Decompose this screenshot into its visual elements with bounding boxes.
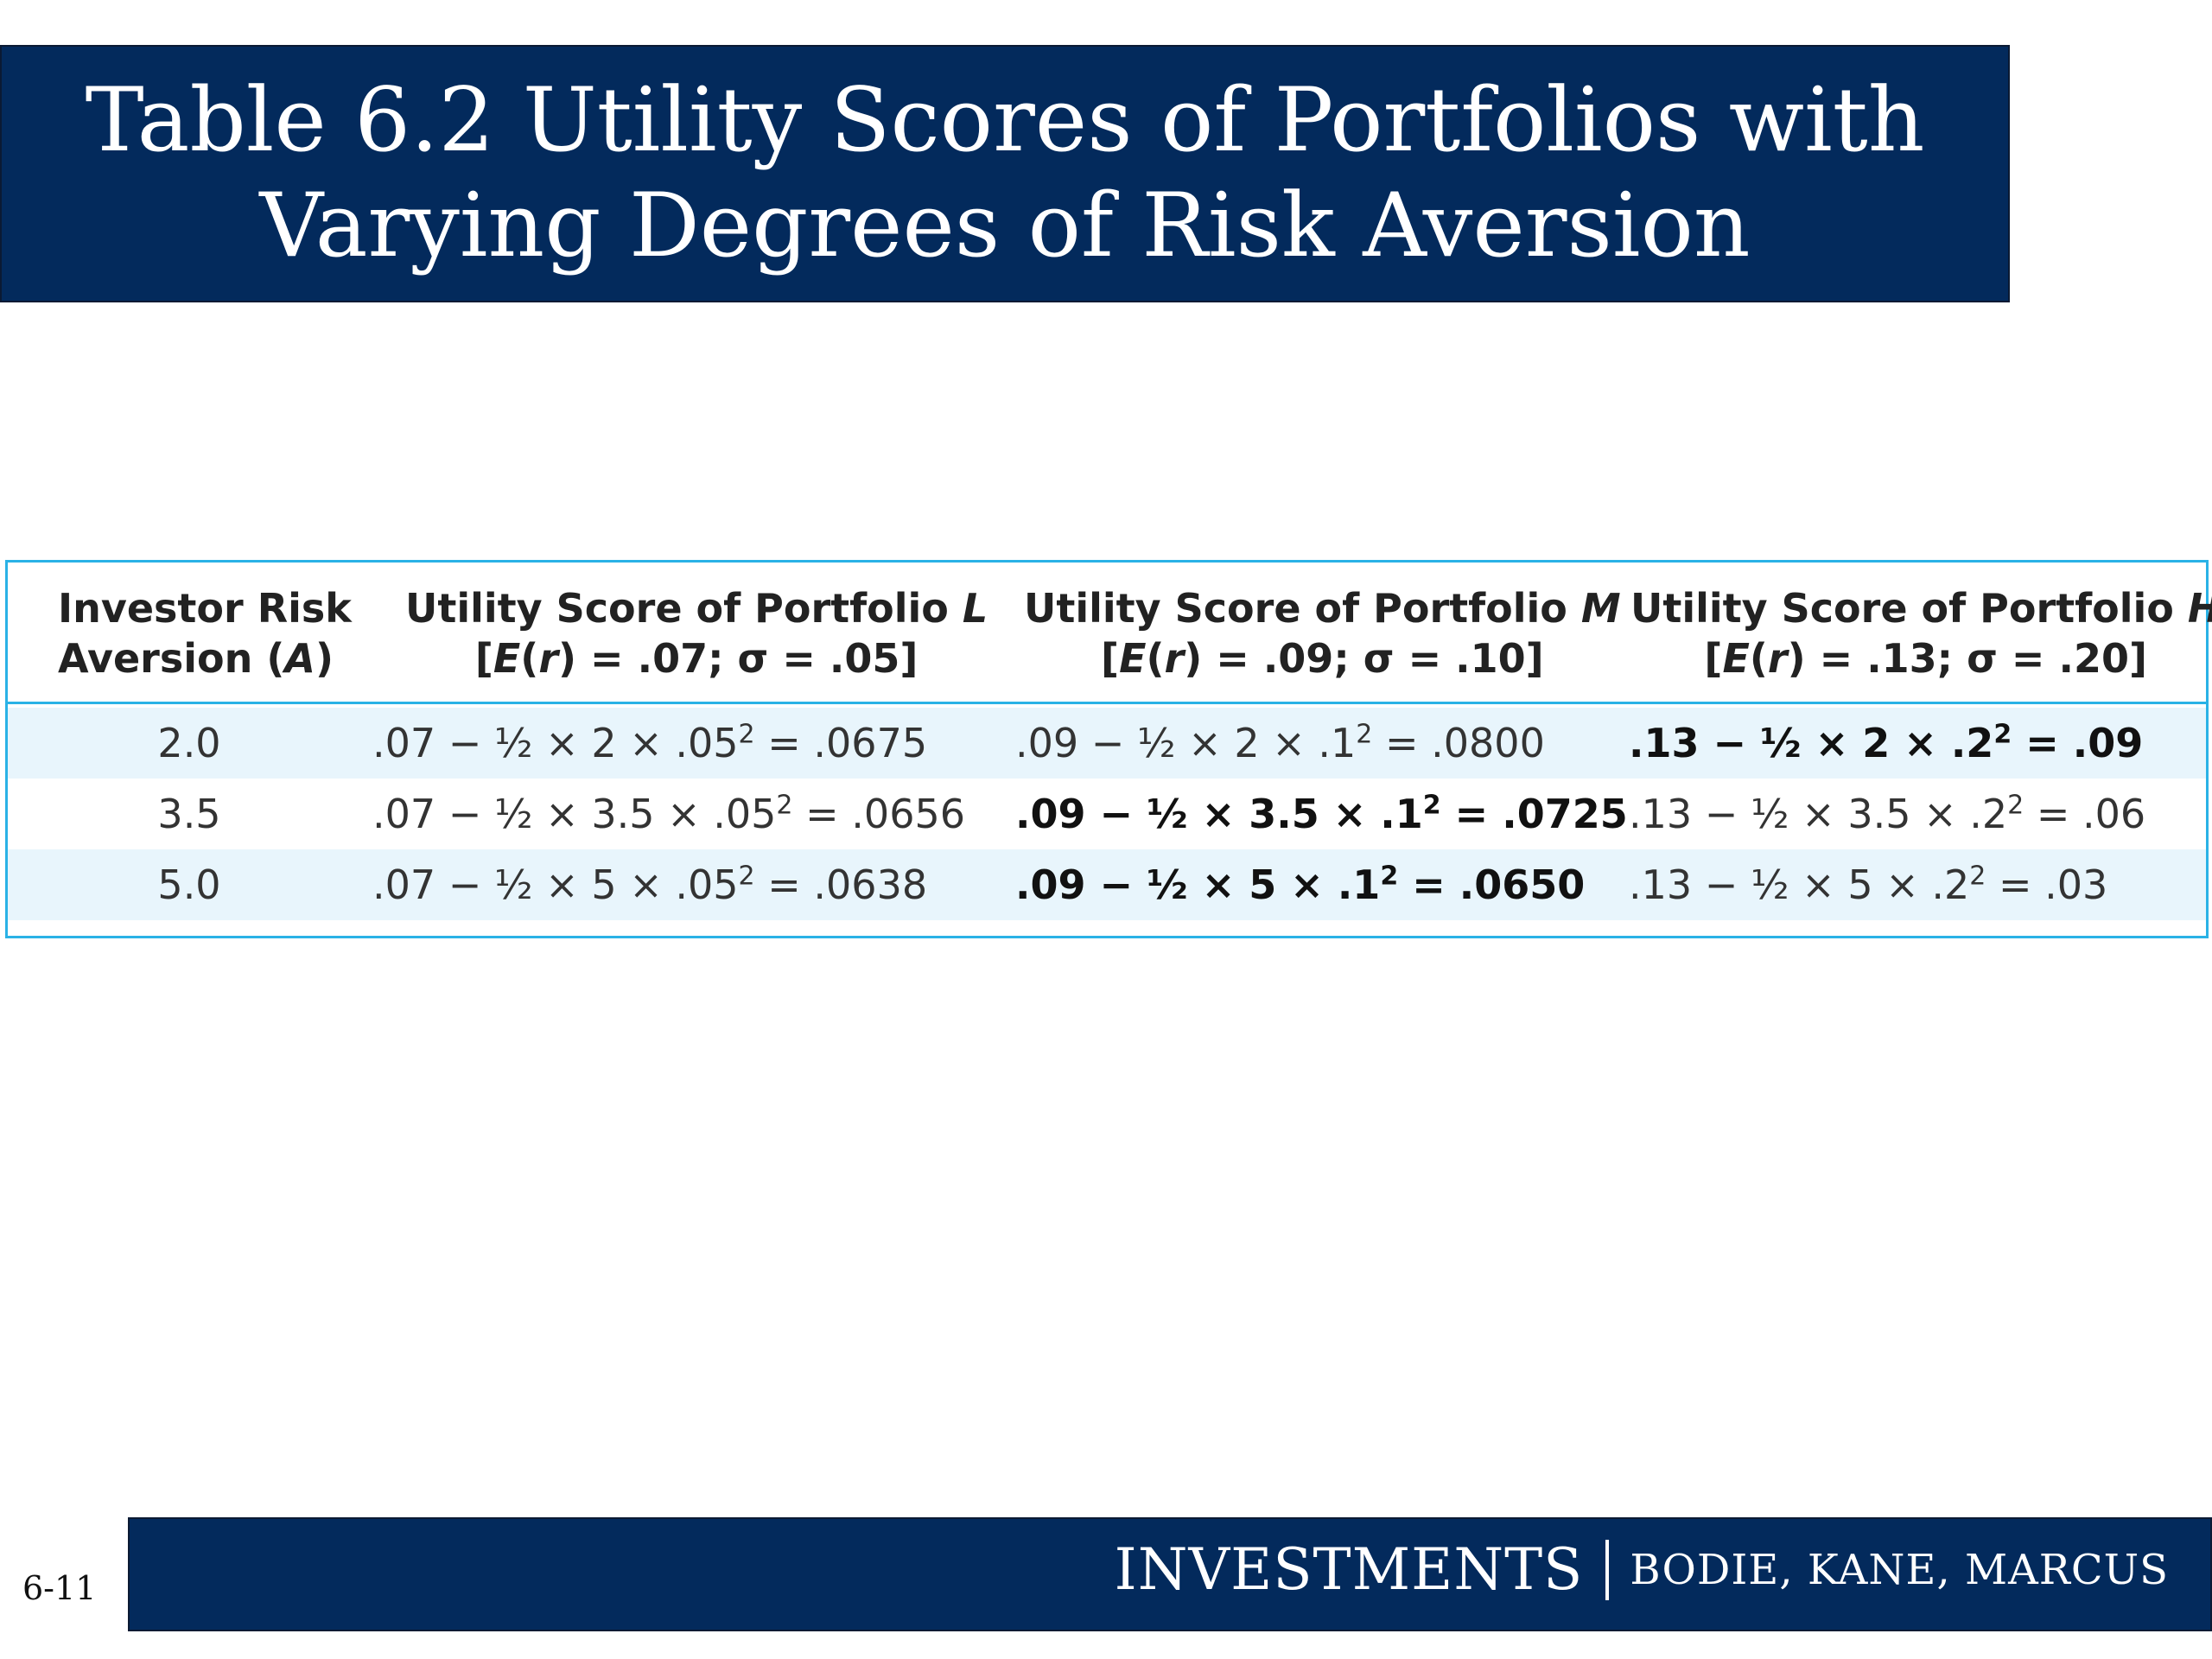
table-row: 2.0 .07 − ½ × 2 × .052 = .0675 .09 − ½ ×… xyxy=(8,708,2206,779)
footer-authors: BODIE, KANE, MARCUS xyxy=(1630,1545,2169,1594)
portfolio-m-score-cell: .09 − ½ × 2 × .12 = .0800 xyxy=(1015,719,1545,766)
table-row: 3.5 .07 − ½ × 3.5 × .052 = .0656 .09 − ½… xyxy=(8,779,2206,849)
footer-text: INVESTMENTS BODIE, KANE, MARCUS xyxy=(1115,1536,2169,1603)
header-portfolio-h-line-2: [E(r) = .13; σ = .20] xyxy=(1704,635,2147,682)
portfolio-m-score-cell: .09 − ½ × 3.5 × .12 = .0725 xyxy=(1015,790,1628,837)
portfolio-l-score-cell: .07 − ½ × 2 × .052 = .0675 xyxy=(372,719,928,766)
portfolio-l-score-cell: .07 − ½ × 3.5 × .052 = .0656 xyxy=(372,790,965,837)
header-portfolio-l-line-2: [E(r) = .07; σ = .05] xyxy=(474,635,918,682)
header-risk-aversion: Investor Risk Aversion (A) xyxy=(58,583,352,683)
table-header-row: Investor Risk Aversion (A) Utility Score… xyxy=(8,563,2212,704)
footer-bar: INVESTMENTS BODIE, KANE, MARCUS xyxy=(128,1517,2212,1631)
header-portfolio-h: Utility Score of Portfolio H [E(r) = .13… xyxy=(1630,583,2212,683)
header-portfolio-l: Utility Score of Portfolio L [E(r) = .07… xyxy=(405,583,988,683)
portfolio-l-score-cell: .07 − ½ × 5 × .052 = .0638 xyxy=(372,861,928,908)
header-portfolio-h-line-1: Utility Score of Portfolio H xyxy=(1630,585,2212,632)
footer-brand: INVESTMENTS xyxy=(1114,1536,1584,1603)
slide-number: 6-11 xyxy=(22,1569,97,1607)
portfolio-h-score-cell: .13 − ½ × 2 × .22 = .09 xyxy=(1629,719,2144,766)
risk-aversion-cell: 5.0 xyxy=(157,861,221,908)
utility-score-table: Investor Risk Aversion (A) Utility Score… xyxy=(5,560,2212,938)
risk-aversion-cell: 3.5 xyxy=(157,791,221,837)
slide-title-line-1: Table 6.2 Utility Scores of Portfolios w… xyxy=(85,69,1925,172)
header-portfolio-m-line-2: [E(r) = .09; σ = .10] xyxy=(1101,635,1544,682)
slide-title-line-2: Varying Degrees of Risk Aversion xyxy=(259,175,1751,277)
header-portfolio-m: Utility Score of Portfolio M [E(r) = .09… xyxy=(1024,583,1621,683)
header-portfolio-m-line-1: Utility Score of Portfolio M xyxy=(1024,585,1621,632)
portfolio-m-score-cell: .09 − ½ × 5 × .12 = .0650 xyxy=(1015,861,1586,908)
portfolio-h-score-cell: .13 − ½ × 3.5 × .22 = .06 xyxy=(1629,790,2146,837)
risk-aversion-cell: 2.0 xyxy=(157,720,221,766)
table-row: 5.0 .07 − ½ × 5 × .052 = .0638 .09 − ½ ×… xyxy=(8,849,2206,920)
header-risk-aversion-line-2: Aversion (A) xyxy=(58,635,334,682)
footer-separator xyxy=(1605,1539,1610,1600)
portfolio-h-score-cell: .13 − ½ × 5 × .22 = .03 xyxy=(1629,861,2108,908)
header-risk-aversion-line-1: Investor Risk xyxy=(58,585,352,632)
header-portfolio-l-line-1: Utility Score of Portfolio L xyxy=(405,585,988,632)
title-banner: Table 6.2 Utility Scores of Portfolios w… xyxy=(0,45,2010,302)
